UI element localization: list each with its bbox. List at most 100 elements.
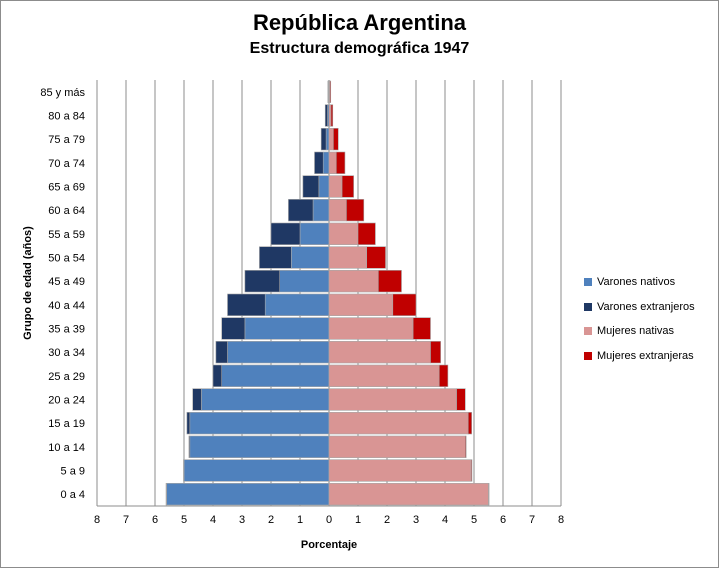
x-tick-label: 1 <box>297 514 303 526</box>
bar-varones-extranjeros <box>302 175 320 198</box>
bar-varones-nativos <box>183 459 330 482</box>
bar-mujeres-extranjeras <box>467 412 472 435</box>
bar-varones-nativos <box>221 364 330 387</box>
legend-label: Varones nativos <box>597 276 676 289</box>
bar-mujeres-extranjeras <box>366 246 386 269</box>
bar-mujeres-extranjeras <box>456 388 466 411</box>
y-tick-label: 30 a 34 <box>48 347 85 359</box>
bar-varones-extranjeros <box>259 246 292 269</box>
x-tick-label: 2 <box>268 514 274 526</box>
bar-mujeres-extranjeras <box>329 80 332 103</box>
bar-mujeres-nativas <box>328 128 334 151</box>
y-tick-label: 25 a 29 <box>48 371 85 383</box>
bar-varones-extranjeros <box>192 388 202 411</box>
y-axis-title: Grupo de edad (años) <box>22 226 34 340</box>
x-tick-label: 3 <box>239 514 245 526</box>
bar-mujeres-extranjeras <box>330 104 334 127</box>
x-tick-label: 5 <box>181 514 187 526</box>
bar-varones-extranjeros <box>165 483 167 506</box>
x-tick-label: 6 <box>500 514 506 526</box>
bar-varones-extranjeros <box>327 80 329 103</box>
x-tick-label: 5 <box>471 514 477 526</box>
bar-mujeres-extranjeras <box>464 435 467 458</box>
bar-varones-nativos <box>325 128 330 151</box>
y-tick-label: 20 a 24 <box>48 395 85 407</box>
bar-mujeres-nativas <box>328 199 347 222</box>
bar-varones-nativos <box>189 412 330 435</box>
bar-varones-nativos <box>322 151 330 174</box>
bar-mujeres-extranjeras <box>392 293 417 316</box>
bar-varones-nativos <box>189 435 330 458</box>
legend-swatch <box>584 302 592 311</box>
bar-varones-extranjeros <box>212 364 222 387</box>
bar-varones-extranjeros <box>320 128 327 151</box>
bar-mujeres-nativas <box>328 246 368 269</box>
bar-mujeres-nativas <box>328 364 440 387</box>
bar-mujeres-extranjeras <box>335 151 346 174</box>
bar-varones-nativos <box>244 317 330 340</box>
bar-varones-nativos <box>299 222 330 245</box>
chart-subtitle: Estructura demográfica 1947 <box>249 40 470 57</box>
bar-varones-extranjeros <box>324 104 328 127</box>
bar-varones-nativos <box>312 199 330 222</box>
y-tick-label: 50 a 54 <box>48 253 85 265</box>
y-tick-label: 70 a 74 <box>48 158 85 170</box>
bar-mujeres-nativas <box>328 412 469 435</box>
x-tick-label: 8 <box>94 514 100 526</box>
x-tick-label: 4 <box>210 514 216 526</box>
legend-swatch <box>584 327 592 336</box>
x-tick-label: 6 <box>152 514 158 526</box>
bar-mujeres-extranjeras <box>333 128 339 151</box>
y-tick-label: 80 a 84 <box>48 111 85 123</box>
bar-mujeres-nativas <box>328 483 489 506</box>
x-tick-label: 3 <box>413 514 419 526</box>
legend-label: Mujeres extranjeras <box>597 349 694 362</box>
bar-mujeres-nativas <box>328 175 343 198</box>
bar-mujeres-nativas <box>328 388 457 411</box>
x-tick-label: 0 <box>326 514 332 526</box>
x-tick-label: 4 <box>442 514 448 526</box>
bar-mujeres-extranjeras <box>341 175 354 198</box>
bar-mujeres-nativas <box>328 151 337 174</box>
bar-varones-extranjeros <box>314 151 324 174</box>
x-tick-label: 2 <box>384 514 390 526</box>
legend-label: Varones extranjeros <box>597 300 695 313</box>
y-tick-label: 75 a 79 <box>48 134 85 146</box>
bar-varones-extranjeros <box>227 293 266 316</box>
bar-varones-extranjeros <box>186 412 191 435</box>
bar-mujeres-extranjeras <box>488 483 490 506</box>
bar-varones-nativos <box>264 293 330 316</box>
legend-item: Mujeres nativas <box>584 319 695 344</box>
x-axis-title: Porcentaje <box>301 539 357 551</box>
bar-varones-nativos <box>166 483 330 506</box>
bar-mujeres-nativas <box>328 341 431 364</box>
bar-mujeres-nativas <box>328 222 359 245</box>
x-tick-label: 7 <box>529 514 535 526</box>
legend-swatch <box>584 278 592 287</box>
y-tick-label: 55 a 59 <box>48 229 85 241</box>
y-tick-label: 10 a 14 <box>48 442 85 454</box>
bar-varones-extranjeros <box>221 317 246 340</box>
bar-varones-nativos <box>279 270 330 293</box>
bar-mujeres-extranjeras <box>377 270 402 293</box>
bar-varones-extranjeros <box>183 459 185 482</box>
bar-mujeres-extranjeras <box>438 364 449 387</box>
bar-mujeres-extranjeras <box>412 317 431 340</box>
x-tick-label: 7 <box>123 514 129 526</box>
bar-mujeres-extranjeras <box>357 222 376 245</box>
bar-mujeres-nativas <box>328 293 394 316</box>
x-tick-label: 1 <box>355 514 361 526</box>
legend-item: Mujeres extranjeras <box>584 344 695 369</box>
bar-mujeres-extranjeras <box>430 341 441 364</box>
bar-varones-nativos <box>201 388 330 411</box>
y-tick-label: 5 a 9 <box>61 466 85 478</box>
legend-swatch <box>584 351 592 360</box>
bar-varones-nativos <box>318 175 330 198</box>
legend-item: Varones extranjeros <box>584 295 695 320</box>
bar-mujeres-extranjeras <box>470 459 473 482</box>
bar-varones-extranjeros <box>270 222 301 245</box>
y-tick-label: 35 a 39 <box>48 324 85 336</box>
x-tick-label: 8 <box>558 514 564 526</box>
chart-legend: Varones nativos Varones extranjeros Mujere… <box>584 270 695 368</box>
